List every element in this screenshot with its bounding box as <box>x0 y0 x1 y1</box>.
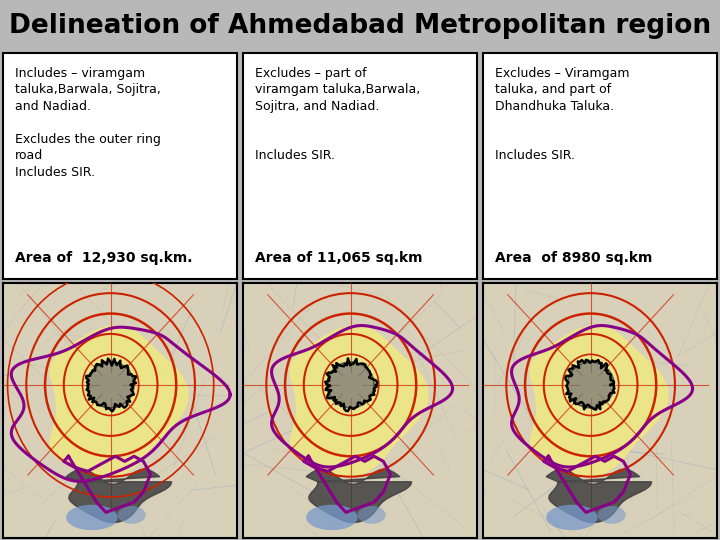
Ellipse shape <box>117 506 145 524</box>
Text: Includes – viramgam
taluka,Barwala, Sojitra,
and Nadiad.

Excludes the outer rin: Includes – viramgam taluka,Barwala, Soji… <box>14 67 161 179</box>
Text: Excludes – Viramgam
taluka, and part of
Dhandhuka Taluka.


Includes SIR.: Excludes – Viramgam taluka, and part of … <box>495 67 629 163</box>
Ellipse shape <box>358 506 386 524</box>
Polygon shape <box>546 469 652 523</box>
Polygon shape <box>50 326 188 477</box>
Text: Area  of 8980 sq.km: Area of 8980 sq.km <box>495 251 652 265</box>
Ellipse shape <box>66 505 117 530</box>
Ellipse shape <box>598 506 626 524</box>
Ellipse shape <box>327 362 374 408</box>
Polygon shape <box>290 326 428 477</box>
Text: Area of  12,930 sq.km.: Area of 12,930 sq.km. <box>14 251 192 265</box>
Ellipse shape <box>567 362 614 408</box>
Polygon shape <box>306 469 412 523</box>
Ellipse shape <box>546 505 598 530</box>
Ellipse shape <box>87 362 134 408</box>
Text: Delineation of Ahmedabad Metropolitan region: Delineation of Ahmedabad Metropolitan re… <box>9 12 711 39</box>
Polygon shape <box>530 326 668 477</box>
Text: Excludes – part of
viramgam taluka,Barwala,
Sojitra, and Nadiad.


Includes SIR.: Excludes – part of viramgam taluka,Barwa… <box>255 67 420 163</box>
Polygon shape <box>66 469 171 523</box>
Ellipse shape <box>306 505 358 530</box>
Text: Area of 11,065 sq.km: Area of 11,065 sq.km <box>255 251 422 265</box>
